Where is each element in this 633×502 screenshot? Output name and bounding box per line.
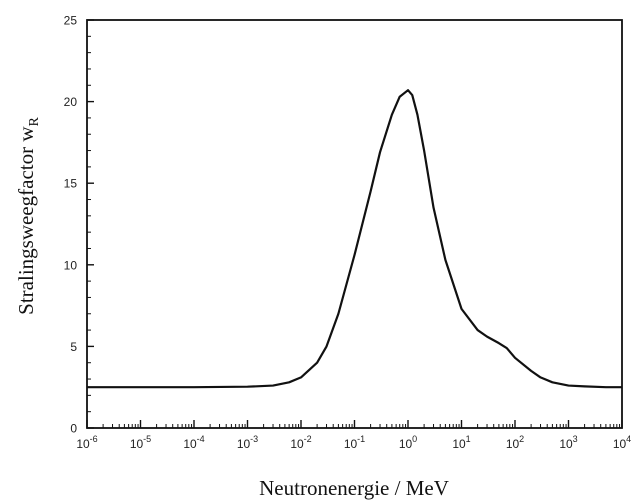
x-tick-label-exponent: -6: [90, 434, 98, 444]
y-axis-title-main: Stralingsweegfactor w: [14, 126, 38, 315]
x-tick-label-base: 10: [559, 437, 573, 451]
x-tick-label-base: 10: [399, 437, 413, 451]
x-tick-label-exponent: 0: [412, 434, 417, 444]
x-tick-label: 10-3: [237, 434, 258, 451]
x-tick-label-exponent: -5: [143, 434, 151, 444]
y-tick-label: 20: [64, 95, 78, 109]
x-tick-label-base: 10: [344, 437, 358, 451]
x-tick-label-exponent: 3: [573, 434, 578, 444]
x-tick-label: 10-5: [130, 434, 151, 451]
x-tick-label: 10-4: [183, 434, 204, 451]
x-tick-label: 10-6: [76, 434, 97, 451]
x-tick-label-base: 10: [183, 437, 197, 451]
y-tick-label: 5: [70, 340, 77, 354]
x-tick-label-exponent: -2: [304, 434, 312, 444]
x-tick-label: 104: [613, 434, 631, 451]
x-tick-label: 10-1: [344, 434, 365, 451]
x-tick-label-base: 10: [506, 437, 520, 451]
x-tick-label-exponent: 1: [466, 434, 471, 444]
x-tick-label-exponent: 4: [626, 434, 631, 444]
x-axis-title: Neutronenergie / MeV: [259, 476, 449, 500]
x-tick-label-base: 10: [613, 437, 627, 451]
series-line: [87, 89, 622, 389]
x-tick-label-base: 10: [76, 437, 90, 451]
y-tick-label: 15: [64, 177, 78, 191]
y-axis-title-subscript: R: [27, 116, 42, 126]
x-tick-label-base: 10: [290, 437, 304, 451]
y-axis-title: Stralingsweegfactor wR: [14, 116, 42, 314]
x-tick-label-base: 10: [130, 437, 144, 451]
y-tick-label: 25: [64, 14, 78, 28]
x-tick-label: 100: [399, 434, 417, 451]
y-tick-label: 10: [64, 258, 78, 272]
x-tick-label: 10-2: [290, 434, 311, 451]
x-tick-label-exponent: -4: [197, 434, 205, 444]
y-tick-label: 0: [70, 422, 77, 436]
x-tick-label-exponent: 2: [519, 434, 524, 444]
plot-frame: [86, 19, 623, 429]
x-tick-label-base: 10: [237, 437, 251, 451]
x-tick-label-exponent: -1: [357, 434, 365, 444]
x-tick-label: 101: [452, 434, 470, 451]
x-tick-label: 103: [559, 434, 577, 451]
x-tick-label: 102: [506, 434, 524, 451]
x-tick-label-base: 10: [452, 437, 466, 451]
x-tick-label-exponent: -3: [250, 434, 258, 444]
